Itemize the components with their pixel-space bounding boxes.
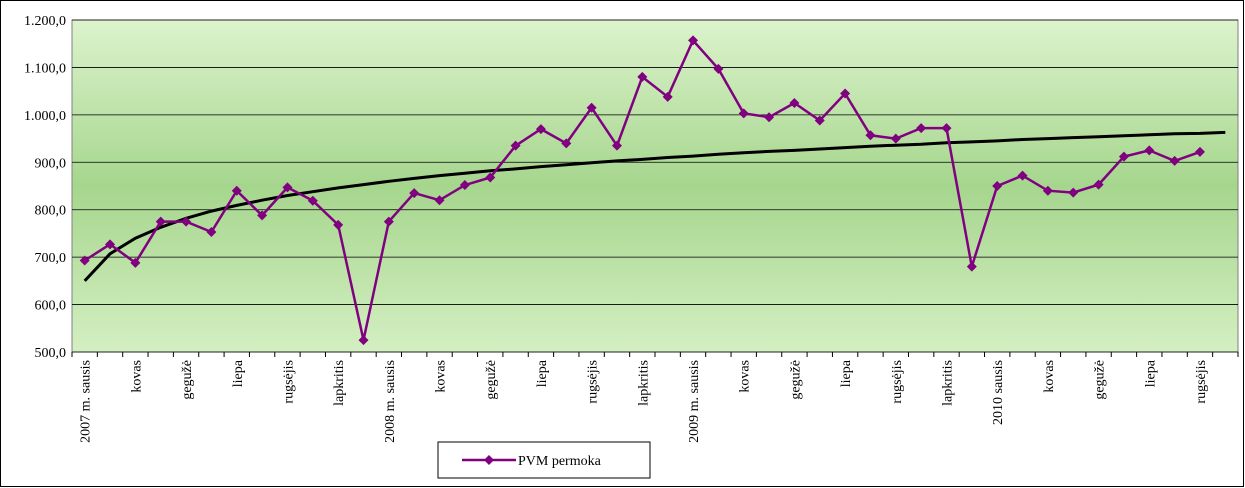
y-tick-label: 1.200,0 <box>24 14 66 29</box>
marker <box>105 239 116 250</box>
marker <box>206 227 217 238</box>
x-tick-label: rugsėjis <box>281 360 296 404</box>
y-tick-label: 700,0 <box>35 251 67 266</box>
marker <box>535 124 546 135</box>
x-tick-label: 2008 m. sausis <box>383 360 398 443</box>
marker <box>1144 145 1155 156</box>
x-tick-label: lapkritis <box>636 360 651 406</box>
marker <box>865 130 876 141</box>
legend-label: PVM permoka <box>518 454 602 469</box>
legend: PVM permoka <box>437 441 651 479</box>
y-tick-label: 900,0 <box>35 156 67 171</box>
x-tick-label: gegužė <box>788 360 803 400</box>
y-tick-label: 1.100,0 <box>24 61 66 76</box>
marker <box>409 188 420 199</box>
marker <box>738 108 749 119</box>
marker <box>510 140 521 151</box>
x-tick-label: rugsėjis <box>1194 360 1209 404</box>
x-tick-label: lapkritis <box>941 360 956 406</box>
x-tick-label: kovas <box>129 360 144 393</box>
x-tick-label: 2010 sausis <box>991 360 1006 425</box>
marker <box>282 182 293 193</box>
marker <box>383 216 394 227</box>
x-tick-label: gegužė <box>484 360 499 400</box>
legend-marker <box>484 455 494 465</box>
marker <box>1093 179 1104 190</box>
x-tick-label: liepa <box>839 359 854 387</box>
marker <box>1194 146 1205 157</box>
marker <box>485 172 496 183</box>
marker <box>611 140 622 151</box>
marker <box>637 71 648 82</box>
x-tick-label: kovas <box>738 360 753 393</box>
y-tick-label: 600,0 <box>35 299 67 314</box>
y-tick-label: 1.000,0 <box>24 109 66 124</box>
x-tick-label: lapkritis <box>332 360 347 406</box>
x-tick-label: kovas <box>434 360 449 393</box>
marker <box>231 185 242 196</box>
marker <box>992 181 1003 191</box>
x-tick-label: liepa <box>1143 359 1158 387</box>
x-tick-label: liepa <box>535 359 550 387</box>
x-tick-label: gegužė <box>180 360 195 400</box>
marker <box>688 35 699 46</box>
marker <box>916 123 927 134</box>
marker <box>181 216 192 227</box>
marker <box>890 133 901 144</box>
plot-area <box>71 19 1239 353</box>
x-tick-label: kovas <box>1042 360 1057 393</box>
marker <box>561 138 572 149</box>
x-tick-label: liepa <box>231 359 246 387</box>
marker <box>155 216 166 227</box>
marker <box>713 63 724 74</box>
marker <box>434 195 445 206</box>
trend-line <box>83 130 1226 282</box>
marker <box>257 210 268 221</box>
marker <box>586 102 597 113</box>
marker <box>789 98 800 108</box>
y-tick-label: 500,0 <box>35 346 67 361</box>
marker <box>1017 170 1028 181</box>
y-tick-label: 800,0 <box>35 204 67 219</box>
marker <box>764 112 775 123</box>
marker <box>358 335 369 346</box>
x-tick-label: rugsėjis <box>890 360 905 404</box>
marker <box>941 123 952 134</box>
marker <box>814 115 825 126</box>
marker <box>1118 151 1129 162</box>
marker <box>1068 187 1079 198</box>
marker <box>459 180 470 191</box>
marker <box>840 88 851 99</box>
marker <box>333 219 344 230</box>
x-tick-label: rugsėjis <box>586 360 601 404</box>
marker <box>966 261 977 272</box>
marker <box>79 255 90 266</box>
marker <box>1042 185 1053 196</box>
marker <box>307 195 318 206</box>
x-tick-label: gegužė <box>1093 360 1108 400</box>
x-tick-label: 2007 m. sausis <box>79 360 94 443</box>
x-tick-label: 2009 m. sausis <box>687 360 702 443</box>
marker <box>1169 155 1180 166</box>
marker <box>662 91 673 102</box>
marker <box>130 257 141 268</box>
